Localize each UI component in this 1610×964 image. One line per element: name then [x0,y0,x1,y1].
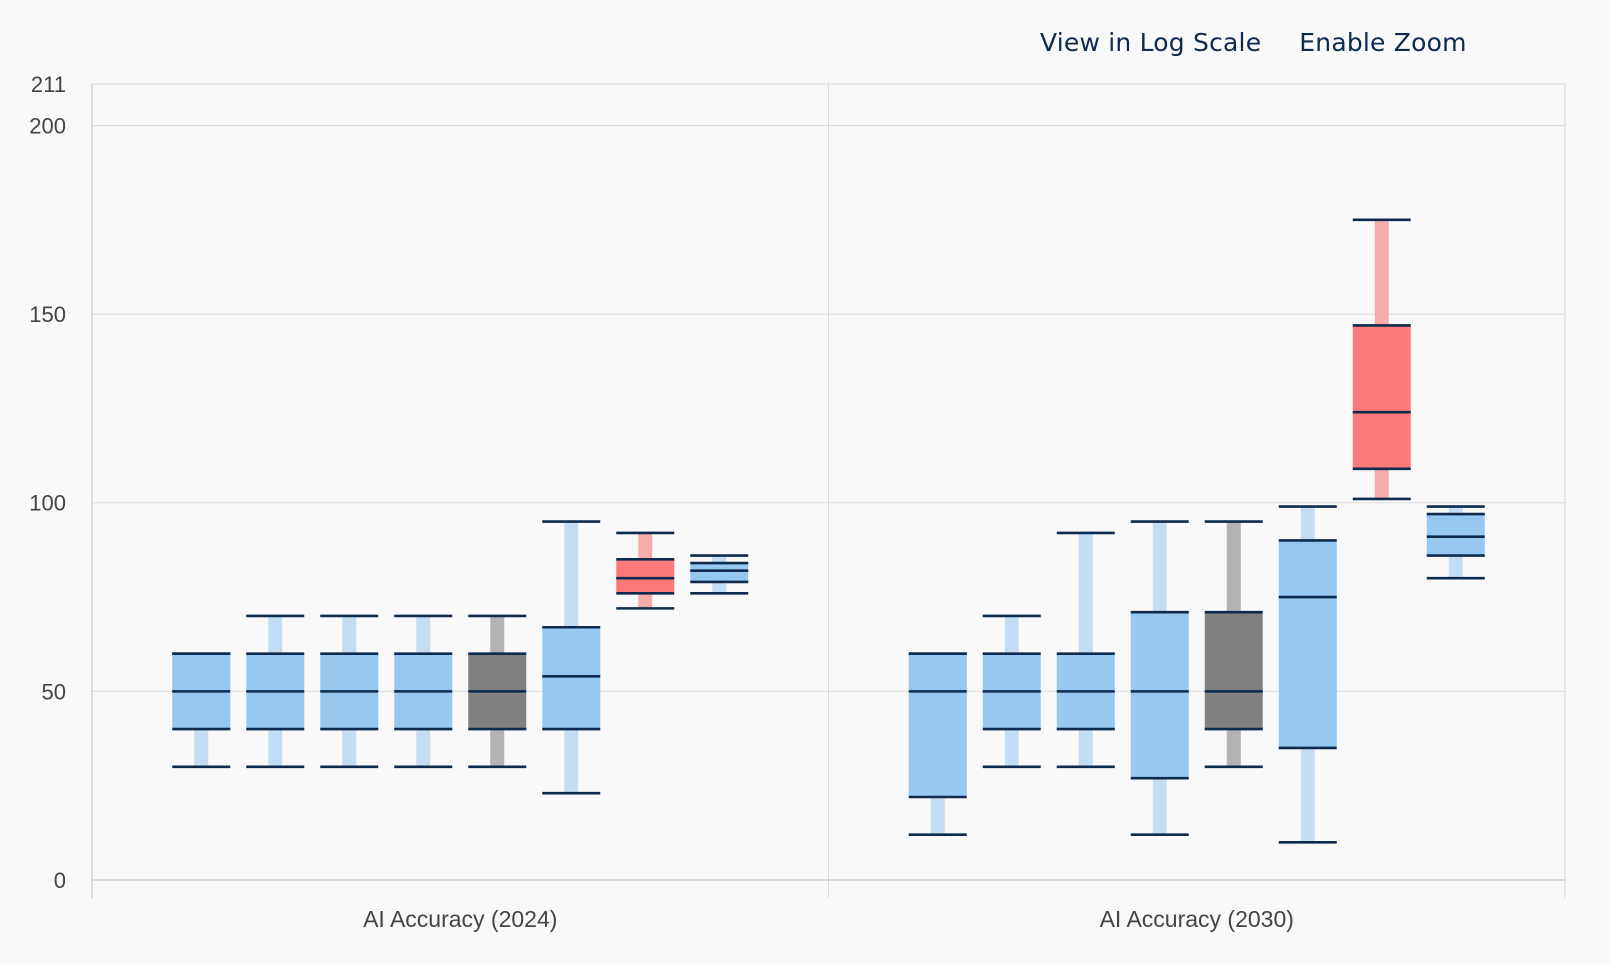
box-0-2 [320,614,379,769]
box-body [1352,325,1411,469]
enable-zoom-button[interactable]: Enable Zoom [1299,28,1467,57]
y-tick-label-150: 150 [29,302,66,327]
y-tick-label-211: 211 [31,72,66,97]
log-scale-button[interactable]: View in Log Scale [1040,28,1262,57]
whisker-band [1078,532,1093,767]
axis-layer: 0 50 100 150 200 211 AI Accuracy (2024) AI Accu… [29,72,1566,932]
y-tick-label-100: 100 [29,491,66,516]
box-0-6 [616,531,675,610]
grid-layer [92,83,1565,898]
box-0-5 [542,520,601,795]
y-tick-label-0: 0 [54,868,66,893]
box-body [1204,612,1263,730]
box-body [1426,514,1485,556]
y-tick-label-50: 50 [42,679,66,704]
box-1-5 [1278,505,1337,844]
box-1-6 [1352,218,1411,501]
box-1-1 [982,614,1041,769]
box-layer [172,218,1485,844]
box-body [690,563,749,582]
y-tick-label-200: 200 [29,113,66,138]
box-body [908,653,967,798]
x-category-label: AI Accuracy (2030) [1100,906,1294,932]
x-category-label: AI Accuracy (2024) [363,906,557,932]
box-1-0 [908,652,967,837]
box-0-3 [394,614,453,769]
box-1-2 [1056,531,1115,769]
chart-controls: View in Log Scale Enable Zoom [1040,28,1467,57]
box-0-1 [246,614,305,769]
box-body [1130,612,1189,779]
box-0-4 [468,614,527,769]
box-1-3 [1130,520,1189,837]
box-0-0 [172,652,231,769]
box-body [542,627,601,730]
box-body [1278,540,1337,748]
box-1-4 [1204,520,1263,769]
box-0-7 [690,554,749,595]
box-body [616,559,675,594]
box-1-7 [1426,505,1485,580]
